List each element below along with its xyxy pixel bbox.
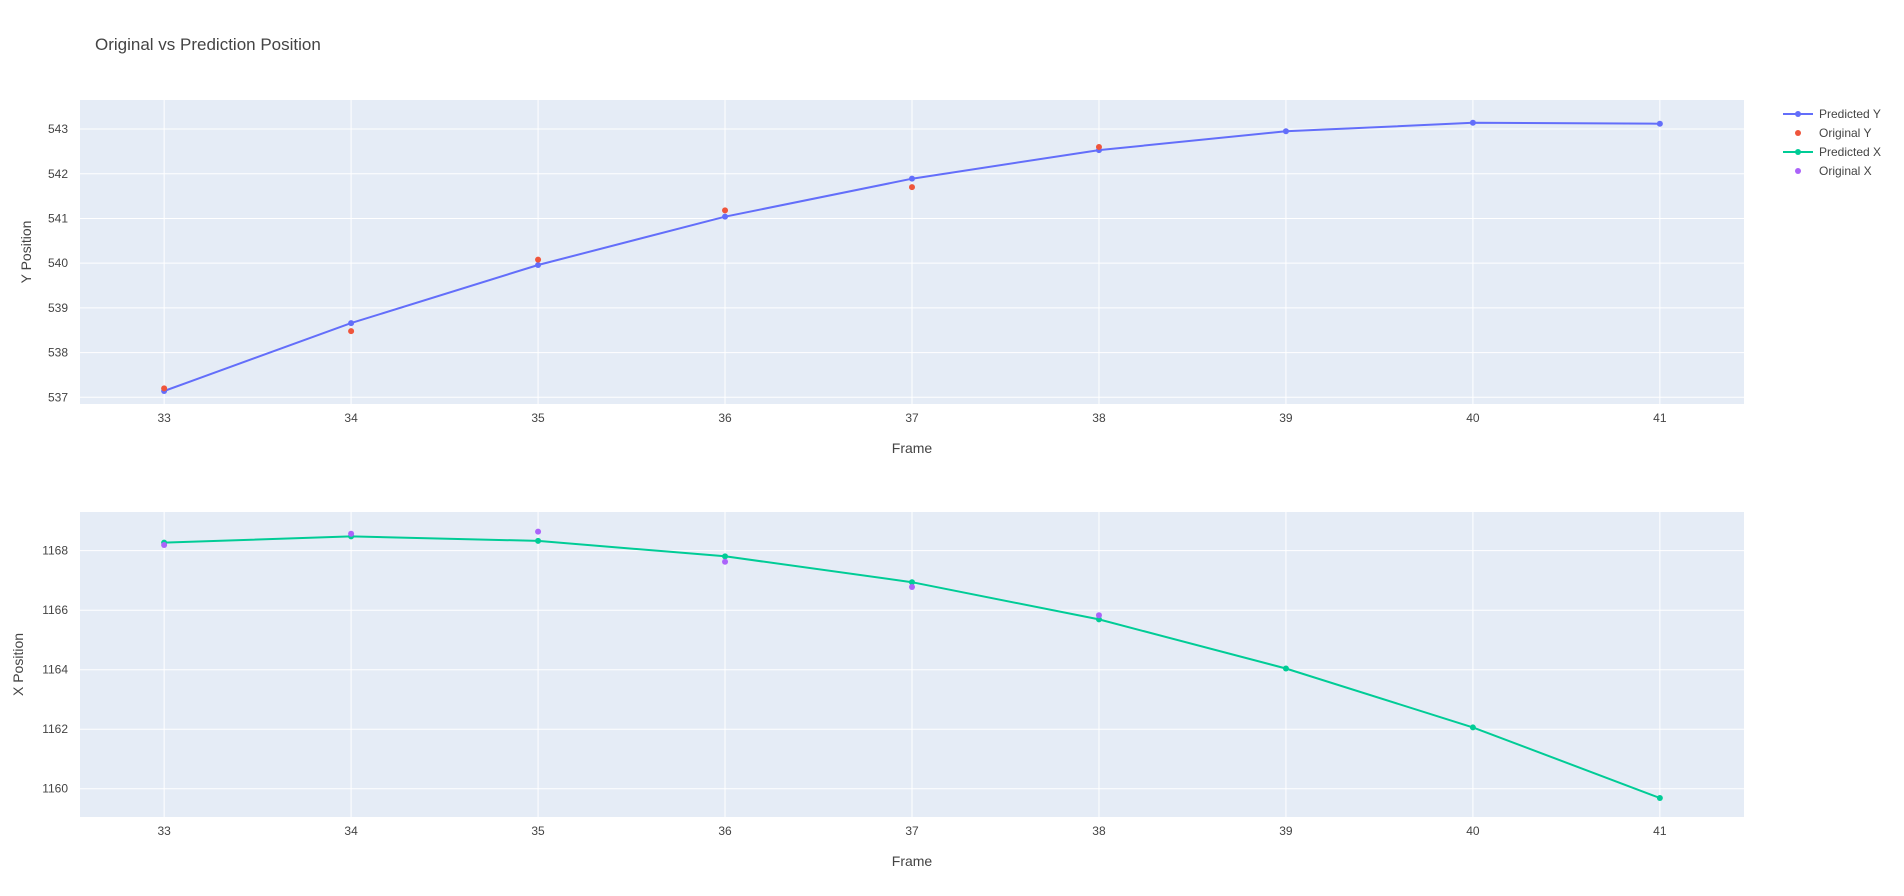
subplot-1-x-tick-label: 34	[344, 411, 358, 425]
subplot-1-x-tick-label: 35	[531, 411, 545, 425]
legend-original-x-label: Original X	[1819, 164, 1872, 178]
subplot-1-y-tick-label: 542	[48, 167, 68, 181]
subplot-2-y-tick-label: 1160	[42, 782, 68, 796]
chart-title: Original vs Prediction Position	[95, 35, 321, 54]
subplot-2-y-tick-label: 1164	[42, 663, 68, 677]
original-x-point	[535, 528, 542, 535]
subplot-1-y-tick-label: 538	[48, 346, 68, 360]
subplot-1-y-tick-label: 543	[48, 122, 68, 136]
original-x-point	[348, 530, 355, 537]
original-y-point	[535, 256, 542, 263]
original-x-point	[1095, 612, 1102, 619]
original-y-point	[348, 328, 355, 335]
predicted-x-point	[1469, 724, 1476, 731]
predicted-x-point	[1282, 665, 1289, 672]
original-x-point	[722, 558, 729, 565]
subplot-1-x-axis-title: Frame	[892, 440, 933, 456]
subplot-2-y-tick-label: 1162	[42, 722, 68, 736]
subplot-1-x-tick-label: 36	[718, 411, 732, 425]
legend-predicted-x-label: Predicted X	[1819, 145, 1881, 159]
original-y-point	[722, 207, 729, 214]
original-x-point	[161, 542, 168, 549]
subplot-1-x-tick-label: 41	[1653, 411, 1667, 425]
predicted-y-point	[909, 175, 915, 182]
predicted-x-point	[722, 553, 729, 560]
original-y-point	[1095, 143, 1102, 150]
subplot-1-x-tick-label: 33	[157, 411, 171, 425]
subplot-2-x-tick-label: 37	[905, 824, 919, 838]
predicted-y-point	[1469, 119, 1476, 126]
subplot-2-x-tick-label: 40	[1466, 824, 1480, 838]
subplot-1-x-tick-label: 39	[1279, 411, 1293, 425]
predicted-y-point	[348, 320, 355, 327]
subplot-2-y-tick-label: 1166	[42, 603, 68, 617]
predicted-x-point	[909, 579, 915, 586]
legend-predicted-y-marker-swatch	[1795, 111, 1801, 117]
subplot-2-y-tick-label: 1168	[42, 544, 68, 558]
subplot-1-x-tick-label: 40	[1466, 411, 1480, 425]
predicted-x-point	[1095, 616, 1102, 623]
predicted-y-point	[722, 213, 729, 220]
subplot-2-x-tick-label: 35	[531, 824, 545, 838]
subplot-1-y-axis-title: Y Position	[18, 221, 34, 284]
predicted-x-point	[535, 537, 542, 544]
subplot-1-y-tick-label: 541	[48, 211, 68, 225]
subplot-2-x-axis-title: Frame	[892, 853, 933, 869]
subplot-1-x-tick-label: 38	[1092, 411, 1106, 425]
subplot-2-y-axis-title: X Position	[10, 633, 26, 696]
subplot-1-y-tick-label: 539	[48, 301, 68, 315]
legend-original-x-marker-swatch	[1795, 168, 1801, 174]
original-y-point	[909, 184, 915, 191]
legend-original-y-label: Original Y	[1819, 126, 1871, 140]
subplot-2-x-tick-label: 33	[157, 824, 171, 838]
subplot-2-x-tick-label: 36	[718, 824, 732, 838]
original-y-point	[161, 385, 168, 392]
legend-original-y-marker-swatch	[1795, 130, 1801, 136]
subplot-2-x-tick-label: 41	[1653, 824, 1667, 838]
predicted-y-point	[1282, 128, 1289, 135]
subplot-2-x-tick-label: 39	[1279, 824, 1293, 838]
predicted-x-point	[1656, 794, 1663, 801]
subplot-1-y-tick-label: 540	[48, 256, 68, 270]
subplot-1-x-tick-label: 37	[905, 411, 919, 425]
legend-predicted-x-marker-swatch	[1795, 149, 1801, 155]
subplot-2-x-tick-label: 38	[1092, 824, 1106, 838]
legend-predicted-y-label: Predicted Y	[1819, 107, 1881, 121]
subplot-2-x-tick-label: 34	[344, 824, 358, 838]
original-x-point	[909, 583, 915, 590]
predicted-y-point	[1656, 120, 1663, 127]
subplot-1-y-tick-label: 537	[48, 390, 68, 404]
predicted-y-point	[535, 261, 542, 268]
